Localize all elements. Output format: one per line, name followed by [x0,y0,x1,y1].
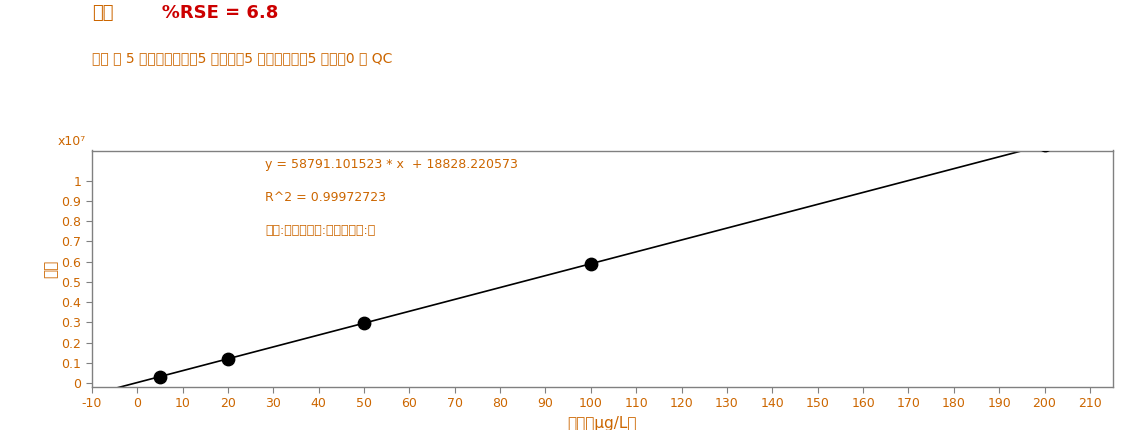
Y-axis label: 响应: 响应 [44,260,58,278]
Text: 类型:线性，原点:忽略，权重:无: 类型:线性，原点:忽略，权重:无 [265,224,375,237]
Text: 氯仿: 氯仿 [92,4,114,22]
Point [354,320,373,327]
Text: y = 58791.101523 * x  + 18828.220573: y = 58791.101523 * x + 18828.220573 [265,158,518,171]
Text: %RSE = 6.8: %RSE = 6.8 [143,4,279,22]
Text: x10⁷: x10⁷ [57,135,86,148]
X-axis label: 浓度（μg/L）: 浓度（μg/L） [568,416,637,430]
Text: 氯仿 － 5 个级别，使用了5 个级别，5 个点，使用了5 个点，0 个 QC: 氯仿 － 5 个级别，使用了5 个级别，5 个点，使用了5 个点，0 个 QC [92,52,392,66]
Point [582,260,600,267]
Point [150,373,169,380]
Point [219,355,237,362]
Point [1036,141,1054,148]
Text: R^2 = 0.99972723: R^2 = 0.99972723 [265,191,387,204]
